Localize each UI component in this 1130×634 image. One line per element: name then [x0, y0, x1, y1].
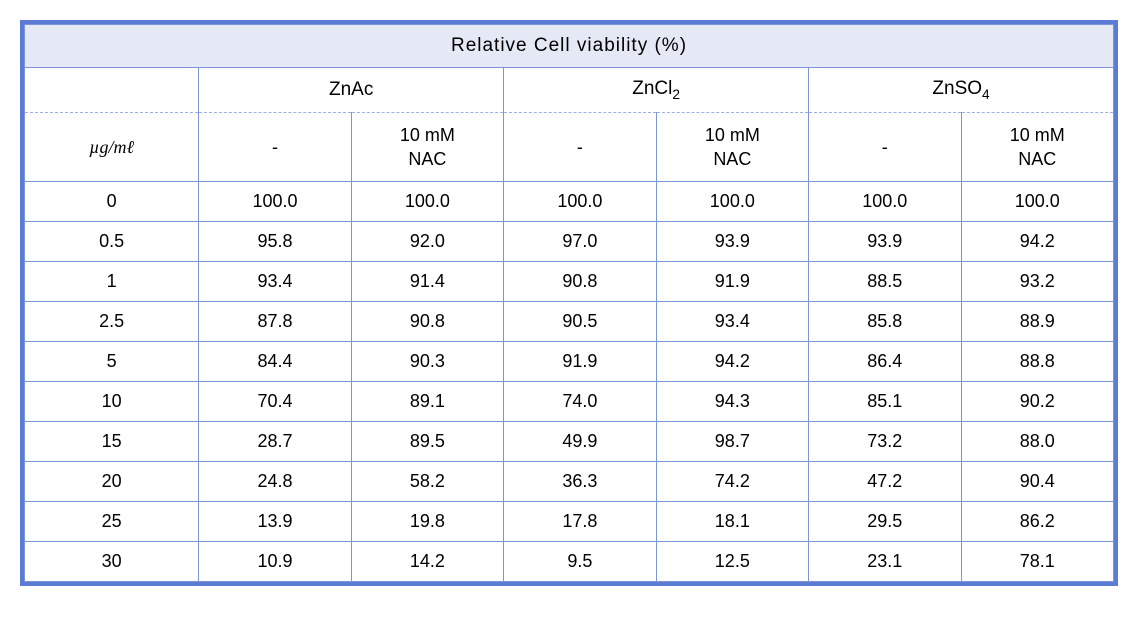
unit-label: µg/mℓ — [25, 112, 199, 182]
value-cell: 93.2 — [961, 262, 1114, 302]
value-cell: 97.0 — [504, 222, 656, 262]
value-cell: 100.0 — [351, 182, 503, 222]
value-cell: 49.9 — [504, 422, 656, 462]
subcolumn-header: 10 mMNAC — [656, 112, 808, 182]
value-cell: 89.5 — [351, 422, 503, 462]
value-cell: 93.4 — [199, 262, 351, 302]
value-cell: 74.0 — [504, 382, 656, 422]
value-cell: 94.2 — [656, 342, 808, 382]
value-cell: 86.4 — [809, 342, 961, 382]
concentration-cell: 30 — [25, 542, 199, 582]
value-cell: 90.3 — [351, 342, 503, 382]
table-row: 2.587.890.890.593.485.888.9 — [25, 302, 1114, 342]
value-cell: 84.4 — [199, 342, 351, 382]
value-cell: 94.3 — [656, 382, 808, 422]
concentration-cell: 20 — [25, 462, 199, 502]
value-cell: 28.7 — [199, 422, 351, 462]
value-cell: 19.8 — [351, 502, 503, 542]
concentration-cell: 1 — [25, 262, 199, 302]
concentration-cell: 15 — [25, 422, 199, 462]
subcolumn-header: - — [504, 112, 656, 182]
value-cell: 100.0 — [809, 182, 961, 222]
value-cell: 29.5 — [809, 502, 961, 542]
table-body: 0100.0100.0100.0100.0100.0100.00.595.892… — [25, 182, 1114, 582]
subcolumn-header: 10 mMNAC — [961, 112, 1114, 182]
value-cell: 88.8 — [961, 342, 1114, 382]
concentration-cell: 25 — [25, 502, 199, 542]
value-cell: 100.0 — [961, 182, 1114, 222]
value-cell: 73.2 — [809, 422, 961, 462]
value-cell: 98.7 — [656, 422, 808, 462]
value-cell: 90.2 — [961, 382, 1114, 422]
value-cell: 93.4 — [656, 302, 808, 342]
value-cell: 18.1 — [656, 502, 808, 542]
value-cell: 14.2 — [351, 542, 503, 582]
value-cell: 95.8 — [199, 222, 351, 262]
table-row: 584.490.391.994.286.488.8 — [25, 342, 1114, 382]
viability-table-container: Relative Cell viability (%) ZnAc ZnCl2 Z… — [20, 20, 1118, 586]
viability-table: Relative Cell viability (%) ZnAc ZnCl2 Z… — [24, 24, 1114, 582]
table-title: Relative Cell viability (%) — [25, 25, 1114, 68]
value-cell: 86.2 — [961, 502, 1114, 542]
table-row: 2024.858.236.374.247.290.4 — [25, 462, 1114, 502]
value-cell: 13.9 — [199, 502, 351, 542]
value-cell: 70.4 — [199, 382, 351, 422]
table-row: 193.491.490.891.988.593.2 — [25, 262, 1114, 302]
table-row: 2513.919.817.818.129.586.2 — [25, 502, 1114, 542]
value-cell: 74.2 — [656, 462, 808, 502]
value-cell: 94.2 — [961, 222, 1114, 262]
value-cell: 58.2 — [351, 462, 503, 502]
concentration-cell: 0 — [25, 182, 199, 222]
value-cell: 78.1 — [961, 542, 1114, 582]
value-cell: 17.8 — [504, 502, 656, 542]
value-cell: 93.9 — [809, 222, 961, 262]
compound-header-row: ZnAc ZnCl2 ZnSO4 — [25, 68, 1114, 113]
value-cell: 87.8 — [199, 302, 351, 342]
value-cell: 85.1 — [809, 382, 961, 422]
value-cell: 36.3 — [504, 462, 656, 502]
value-cell: 9.5 — [504, 542, 656, 582]
value-cell: 23.1 — [809, 542, 961, 582]
subcolumn-header: 10 mMNAC — [351, 112, 503, 182]
value-cell: 91.4 — [351, 262, 503, 302]
value-cell: 88.9 — [961, 302, 1114, 342]
table-row: 0100.0100.0100.0100.0100.0100.0 — [25, 182, 1114, 222]
value-cell: 89.1 — [351, 382, 503, 422]
value-cell: 90.4 — [961, 462, 1114, 502]
value-cell: 92.0 — [351, 222, 503, 262]
blank-header — [25, 68, 199, 113]
value-cell: 91.9 — [504, 342, 656, 382]
compound-header: ZnAc — [199, 68, 504, 113]
value-cell: 24.8 — [199, 462, 351, 502]
concentration-cell: 0.5 — [25, 222, 199, 262]
value-cell: 10.9 — [199, 542, 351, 582]
value-cell: 47.2 — [809, 462, 961, 502]
concentration-cell: 10 — [25, 382, 199, 422]
subcolumn-header: - — [199, 112, 351, 182]
table-row: 1070.489.174.094.385.190.2 — [25, 382, 1114, 422]
subcolumn-header-row: µg/mℓ - 10 mMNAC - 10 mMNAC - 10 mMNAC — [25, 112, 1114, 182]
compound-header: ZnCl2 — [504, 68, 809, 113]
value-cell: 85.8 — [809, 302, 961, 342]
table-row: 0.595.892.097.093.993.994.2 — [25, 222, 1114, 262]
value-cell: 90.8 — [504, 262, 656, 302]
value-cell: 88.5 — [809, 262, 961, 302]
value-cell: 100.0 — [199, 182, 351, 222]
value-cell: 90.8 — [351, 302, 503, 342]
compound-header: ZnSO4 — [809, 68, 1114, 113]
value-cell: 90.5 — [504, 302, 656, 342]
value-cell: 91.9 — [656, 262, 808, 302]
value-cell: 12.5 — [656, 542, 808, 582]
subcolumn-header: - — [809, 112, 961, 182]
value-cell: 88.0 — [961, 422, 1114, 462]
table-row: 1528.789.549.998.773.288.0 — [25, 422, 1114, 462]
concentration-cell: 5 — [25, 342, 199, 382]
concentration-cell: 2.5 — [25, 302, 199, 342]
value-cell: 100.0 — [504, 182, 656, 222]
table-row: 3010.914.29.512.523.178.1 — [25, 542, 1114, 582]
value-cell: 93.9 — [656, 222, 808, 262]
value-cell: 100.0 — [656, 182, 808, 222]
